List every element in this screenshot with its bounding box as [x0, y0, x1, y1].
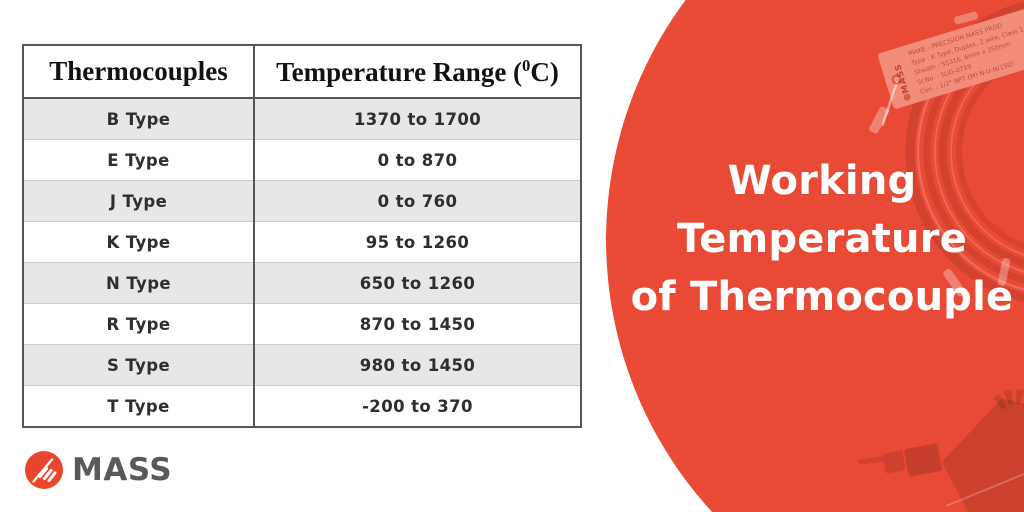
brand-logo: MASS [25, 450, 172, 490]
table-header-row: Thermocouples Temperature Range (0C) [23, 45, 581, 99]
temperature-range-cell: 650 to 1260 [254, 262, 581, 304]
tag-line: Con. : 1/2" NPT (M) N-U-N(150) [919, 61, 1014, 96]
table-row: S Type 980 to 1450 [23, 344, 581, 386]
tag-line: Type : K Type, Duplex, 2 wire, Class 1 [910, 26, 1024, 67]
table-row: K Type 95 to 1260 [23, 221, 581, 263]
table-row: B Type 1370 to 1700 [23, 98, 581, 140]
col-header-thermocouples: Thermocouples [23, 45, 255, 99]
tag-line: MAKE - PRECISION MASS PROD [908, 22, 1004, 57]
tag-line: Sheath : SS316, 6mm x 350mm [914, 41, 1012, 77]
thermocouple-type-cell: E Type [23, 139, 255, 181]
thermocouple-head-art [858, 389, 1024, 512]
temperature-range-cell: 0 to 760 [254, 180, 581, 222]
temp-header-text: Temperature Range ( [276, 56, 523, 87]
temp-header-text: C) [530, 56, 559, 87]
thermocouple-type-cell: S Type [23, 344, 255, 386]
table-row: R Type 870 to 1450 [23, 303, 581, 345]
product-label-tag: MASS MAKE - PRECISION MASS PROD Type : K… [877, 8, 1024, 127]
thermocouple-type-cell: K Type [23, 221, 255, 263]
temperature-range-cell: -200 to 370 [254, 385, 581, 427]
brand-wordmark: MASS [72, 452, 173, 488]
col-header-temperature-range: Temperature Range (0C) [254, 45, 581, 99]
mass-logo-icon [25, 451, 63, 489]
table-row: N Type 650 to 1260 [23, 262, 581, 304]
temperature-range-cell: 980 to 1450 [254, 344, 581, 386]
temperature-range-cell: 870 to 1450 [254, 303, 581, 345]
thermocouple-type-cell: R Type [23, 303, 255, 345]
thermocouple-table: Thermocouples Temperature Range (0C) B T… [22, 44, 582, 428]
table-row: E Type 0 to 870 [23, 139, 581, 181]
thermocouple-type-cell: J Type [23, 180, 255, 222]
tag-line: Sr.No. : SUG-0759 [916, 63, 972, 86]
thermocouple-type-cell: T Type [23, 385, 255, 427]
table-row: J Type 0 to 760 [23, 180, 581, 222]
hero-title-line-1: Working [727, 158, 917, 204]
temperature-range-cell: 0 to 870 [254, 139, 581, 181]
temperature-range-cell: 95 to 1260 [254, 221, 581, 263]
table-row: T Type -200 to 370 [23, 385, 581, 427]
tag-brand-text: MASS [893, 62, 912, 94]
temperature-range-cell: 1370 to 1700 [254, 98, 581, 140]
hero-title-line-3: of Thermocouple [630, 274, 1014, 320]
hero-title-line-2: Temperature [677, 216, 967, 262]
thermocouple-type-cell: N Type [23, 262, 255, 304]
thermocouple-type-cell: B Type [23, 98, 255, 140]
temp-header-superscript: 0 [522, 55, 531, 75]
hero-title: Working Temperature of Thermocouple [612, 152, 1024, 326]
